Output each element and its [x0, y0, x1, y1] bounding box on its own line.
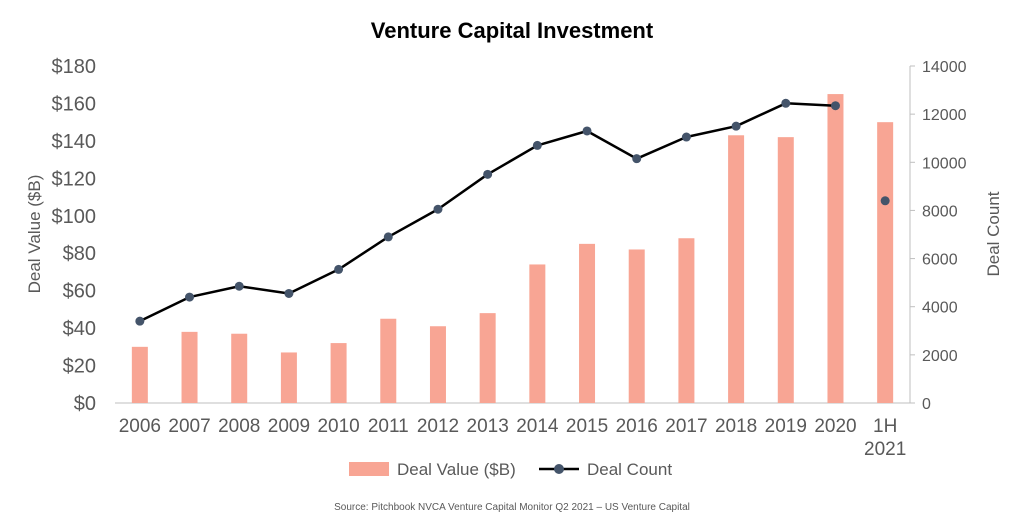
x-tick-label: 2011 [368, 416, 409, 437]
legend-deal-value-label: Deal Value ($B) [397, 460, 516, 479]
left-tick-label: $100 [52, 206, 97, 228]
left-tick-label: $180 [52, 56, 97, 78]
left-tick-label: $80 [63, 243, 96, 265]
deal-value-bar [181, 331, 198, 403]
x-tick-label: 2010 [317, 416, 359, 437]
deal-value-bar [131, 346, 148, 403]
left-axis-ticks: $0 $20 $40 $60 $80 $100 $120 $140 $160 $180 [52, 56, 97, 415]
deal-count-point [135, 316, 145, 326]
left-tick-label: $40 [63, 318, 96, 340]
x-tick-label: 2019 [765, 416, 807, 437]
source-note: Source: Pitchbook NVCA Venture Capital M… [334, 502, 690, 513]
left-tick-label: $160 [52, 93, 97, 115]
deal-count-point [731, 121, 741, 131]
x-tick-label: 2014 [516, 416, 559, 437]
deal-count-point [284, 288, 294, 298]
deal-count-point [582, 126, 592, 136]
x-tick-label: 2006 [119, 416, 161, 437]
deal-count-point [334, 264, 344, 274]
deal-count-point [681, 132, 691, 142]
deal-value-bar [678, 238, 695, 403]
deal-value-bar [479, 313, 496, 403]
legend-deal-count-marker [554, 464, 564, 474]
x-tick-label: 2015 [566, 416, 608, 437]
right-axis-title: Deal Count [984, 191, 1003, 276]
deal-value-bar [827, 94, 844, 403]
deal-count-point [185, 292, 195, 302]
legend-deal-value-swatch [349, 462, 389, 476]
deal-value-bar [330, 343, 347, 403]
right-tick-label: 8000 [922, 203, 958, 220]
left-tick-label: $140 [52, 131, 97, 153]
left-tick-label: $60 [63, 281, 96, 303]
x-tick-label: 2009 [268, 416, 310, 437]
left-axis-title: Deal Value ($B) [25, 175, 44, 294]
right-tick-label: 0 [922, 396, 931, 413]
right-tick-label: 10000 [922, 155, 967, 172]
deal-count-point [234, 281, 244, 291]
deal-value-bar [628, 249, 645, 403]
deal-count-point [383, 232, 393, 242]
right-axis-ticks: 0 2000 4000 6000 8000 10000 12000 14000 [910, 59, 967, 413]
deal-count-point [781, 98, 791, 108]
deal-value-bar [380, 318, 397, 403]
deal-value-bar [280, 352, 297, 403]
deal-value-bar [877, 122, 894, 404]
legend: Deal Value ($B) Deal Count [349, 460, 672, 479]
x-tick-label: 2020 [814, 416, 856, 437]
deal-count-point [880, 196, 890, 206]
x-tick-label: 2012 [417, 416, 459, 437]
x-tick-label: 2021 [864, 439, 906, 460]
right-tick-label: 2000 [922, 348, 958, 365]
legend-deal-count-label: Deal Count [587, 460, 672, 479]
deal-value-bar [429, 326, 446, 403]
deal-count-point [483, 169, 493, 179]
deal-value-bar [777, 137, 794, 403]
x-tick-label: 2008 [218, 416, 260, 437]
deal-count-points [135, 98, 890, 326]
deal-count-point [433, 204, 443, 214]
deal-count-point [632, 154, 642, 164]
deal-count-point [830, 101, 840, 111]
x-tick-label: 2016 [616, 416, 658, 437]
x-axis-ticks: 2006 2007 2008 2009 2010 2011 2012 2013 2014 2015… [119, 416, 907, 460]
x-tick-label: 2007 [168, 416, 210, 437]
x-tick-label: 2013 [467, 416, 509, 437]
right-tick-label: 4000 [922, 300, 958, 317]
left-tick-label: $120 [52, 168, 97, 190]
deal-value-bars [131, 94, 894, 404]
x-tick-label: 2018 [715, 416, 757, 437]
deal-value-bar [529, 264, 546, 403]
left-tick-label: $20 [63, 356, 96, 378]
deal-count-point [532, 140, 542, 150]
right-tick-label: 12000 [922, 107, 967, 124]
left-tick-label: $0 [74, 393, 96, 415]
deal-value-bar [728, 135, 745, 403]
right-tick-label: 14000 [922, 59, 967, 76]
chart-title: Venture Capital Investment [371, 18, 654, 43]
x-tick-label: 1H [873, 416, 897, 437]
x-tick-label: 2017 [665, 416, 707, 437]
deal-value-bar [231, 333, 248, 403]
deal-value-bar [579, 243, 596, 403]
right-tick-label: 6000 [922, 252, 958, 269]
